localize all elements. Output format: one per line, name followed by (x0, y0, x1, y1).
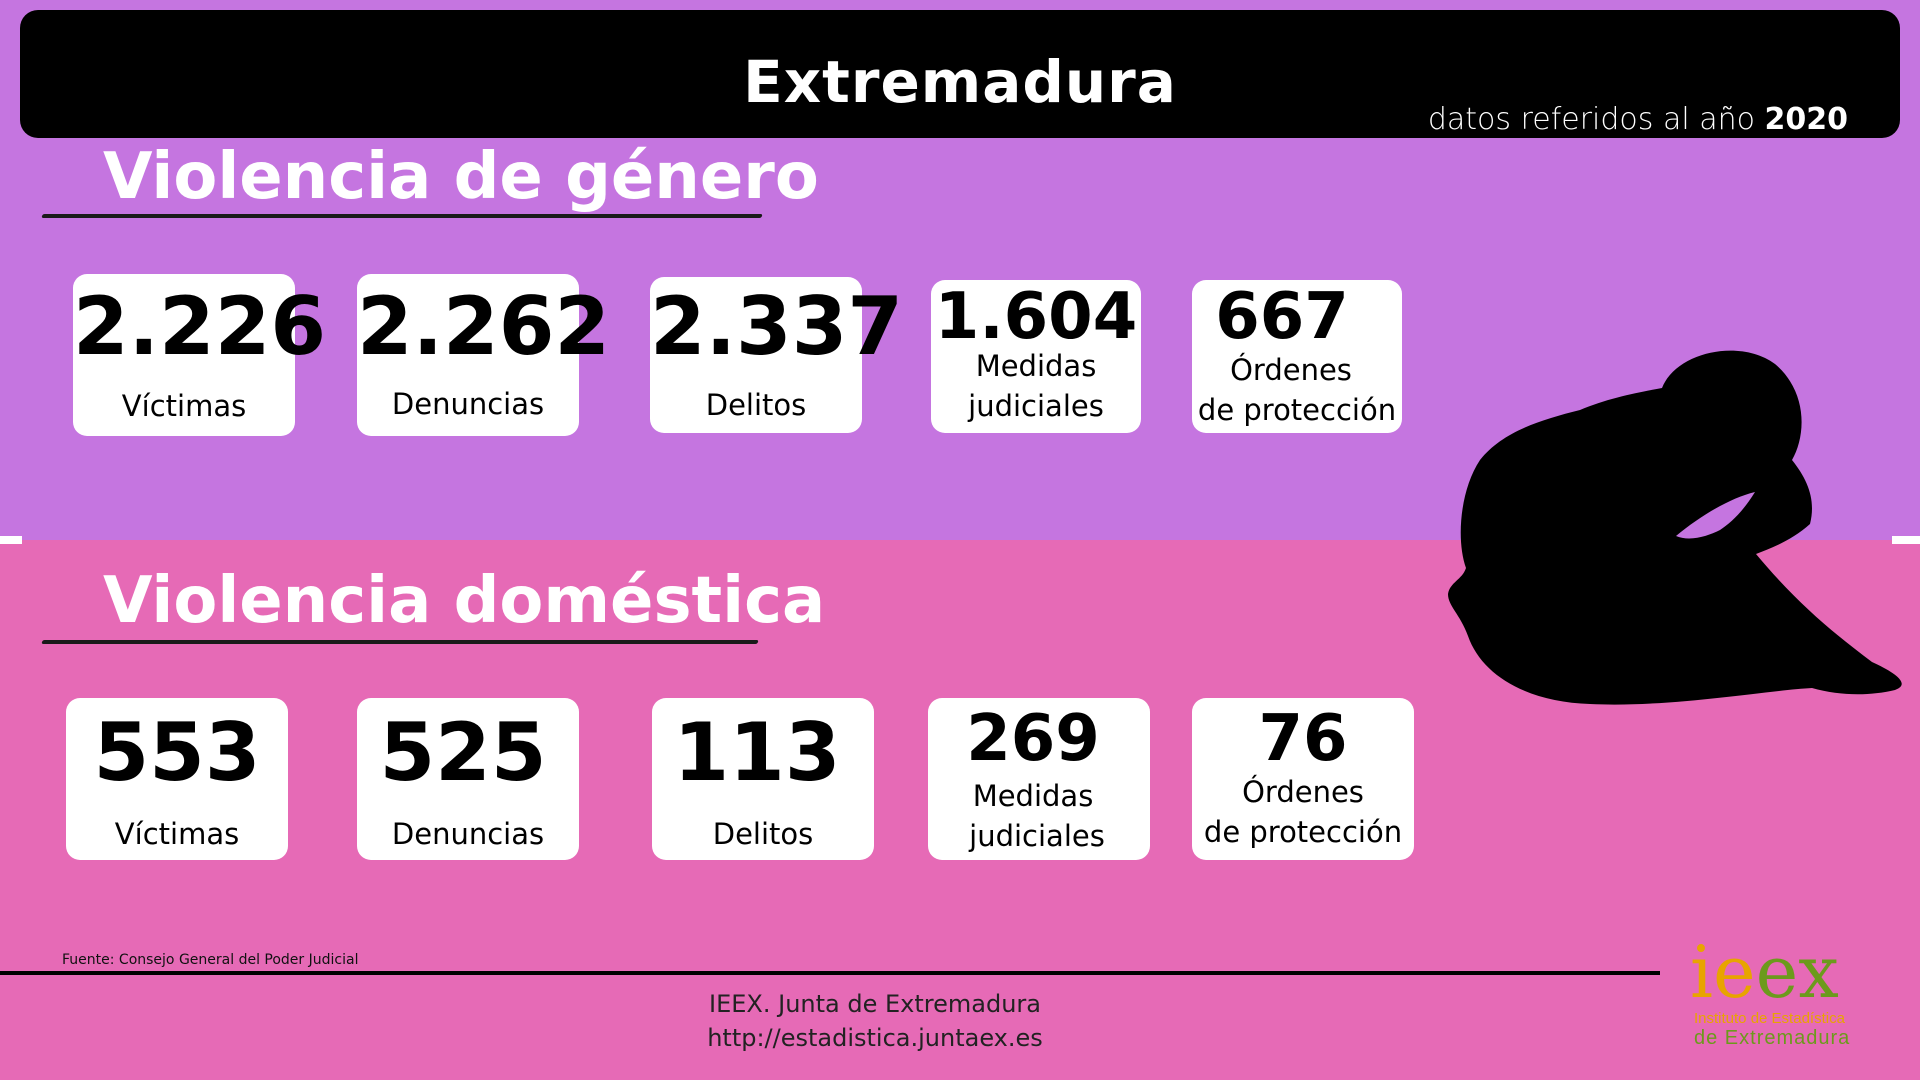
domestica-card-denuncias: 525 Denuncias (357, 698, 579, 860)
title-bar: Extremadura datos referidos al año 2020 (20, 10, 1900, 138)
genero-denuncias-value: 2.262 (357, 280, 611, 373)
logo-subtitle-1: Instituto de Estadística (1694, 1010, 1845, 1027)
genero-victimas-value: 2.226 (73, 280, 327, 373)
genero-ordenes-label-1: Órdenes (1230, 353, 1352, 387)
genero-medidas-label-1: Medidas (975, 349, 1097, 383)
footer-org: IEEX. Junta de Extremadura (709, 990, 1041, 1018)
genero-victimas-label: Víctimas (121, 389, 247, 423)
footer-rule (0, 971, 1660, 975)
genero-section-title: Violencia de género (103, 140, 819, 214)
page-title: Extremadura (743, 48, 1177, 116)
right-divider-mark (1892, 536, 1920, 544)
source-note: Fuente: Consejo General del Poder Judici… (62, 952, 359, 968)
ieex-logo: ieex (1690, 930, 1839, 1014)
domestica-denuncias-label: Denuncias (391, 817, 545, 851)
year-subtitle: datos referidos al año 2020 (1428, 102, 1848, 137)
domestica-card-ordenes: 76 Órdenes de protección (1192, 698, 1414, 860)
footer-url[interactable]: http://estadistica.juntaex.es (707, 1024, 1043, 1052)
genero-title-underline (41, 214, 763, 218)
domestica-medidas-label-1: Medidas (972, 779, 1094, 813)
left-divider-mark (0, 536, 22, 544)
domestica-victimas-value: 553 (93, 706, 261, 799)
subtitle-year: 2020 (1764, 102, 1849, 137)
domestica-delitos-label: Delitos (712, 817, 814, 851)
domestica-denuncias-value: 525 (379, 706, 547, 799)
domestica-card-medidas: 269 Medidas judiciales (928, 698, 1150, 860)
domestica-section-title: Violencia doméstica (103, 564, 826, 638)
logo-subtitle-2: de Extremadura (1694, 1027, 1851, 1049)
genero-card-denuncias: 2.262 Denuncias (357, 274, 611, 436)
genero-delitos-value: 2.337 (650, 280, 904, 373)
domestica-ordenes-label-1: Órdenes (1242, 775, 1364, 809)
genero-medidas-value: 1.604 (934, 280, 1138, 354)
domestica-medidas-label-2: judiciales (969, 819, 1105, 853)
domestica-title-underline (41, 640, 759, 644)
domestica-delitos-value: 113 (673, 706, 841, 799)
genero-ordenes-value: 667 (1215, 280, 1349, 354)
genero-card-victimas: 2.226 Víctimas (73, 274, 327, 436)
genero-denuncias-label: Denuncias (391, 387, 545, 421)
genero-delitos-label: Delitos (705, 388, 807, 422)
domestica-card-victimas: 553 Víctimas (66, 698, 288, 860)
domestica-ordenes-value: 76 (1258, 702, 1348, 776)
domestica-medidas-value: 269 (966, 702, 1100, 776)
genero-card-delitos: 2.337 Delitos (650, 277, 904, 433)
genero-card-medidas: 1.604 Medidas judiciales (931, 280, 1141, 433)
genero-ordenes-label-2: de protección (1197, 393, 1397, 427)
domestica-ordenes-label-2: de protección (1203, 815, 1403, 849)
domestica-card-delitos: 113 Delitos (652, 698, 874, 860)
subtitle-prefix: datos referidos al año (1427, 102, 1765, 137)
domestica-victimas-label: Víctimas (114, 817, 240, 851)
sitting-person-silhouette (1448, 350, 1902, 705)
genero-card-ordenes: 667 Órdenes de protección (1192, 280, 1402, 433)
genero-medidas-label-2: judiciales (968, 389, 1104, 423)
